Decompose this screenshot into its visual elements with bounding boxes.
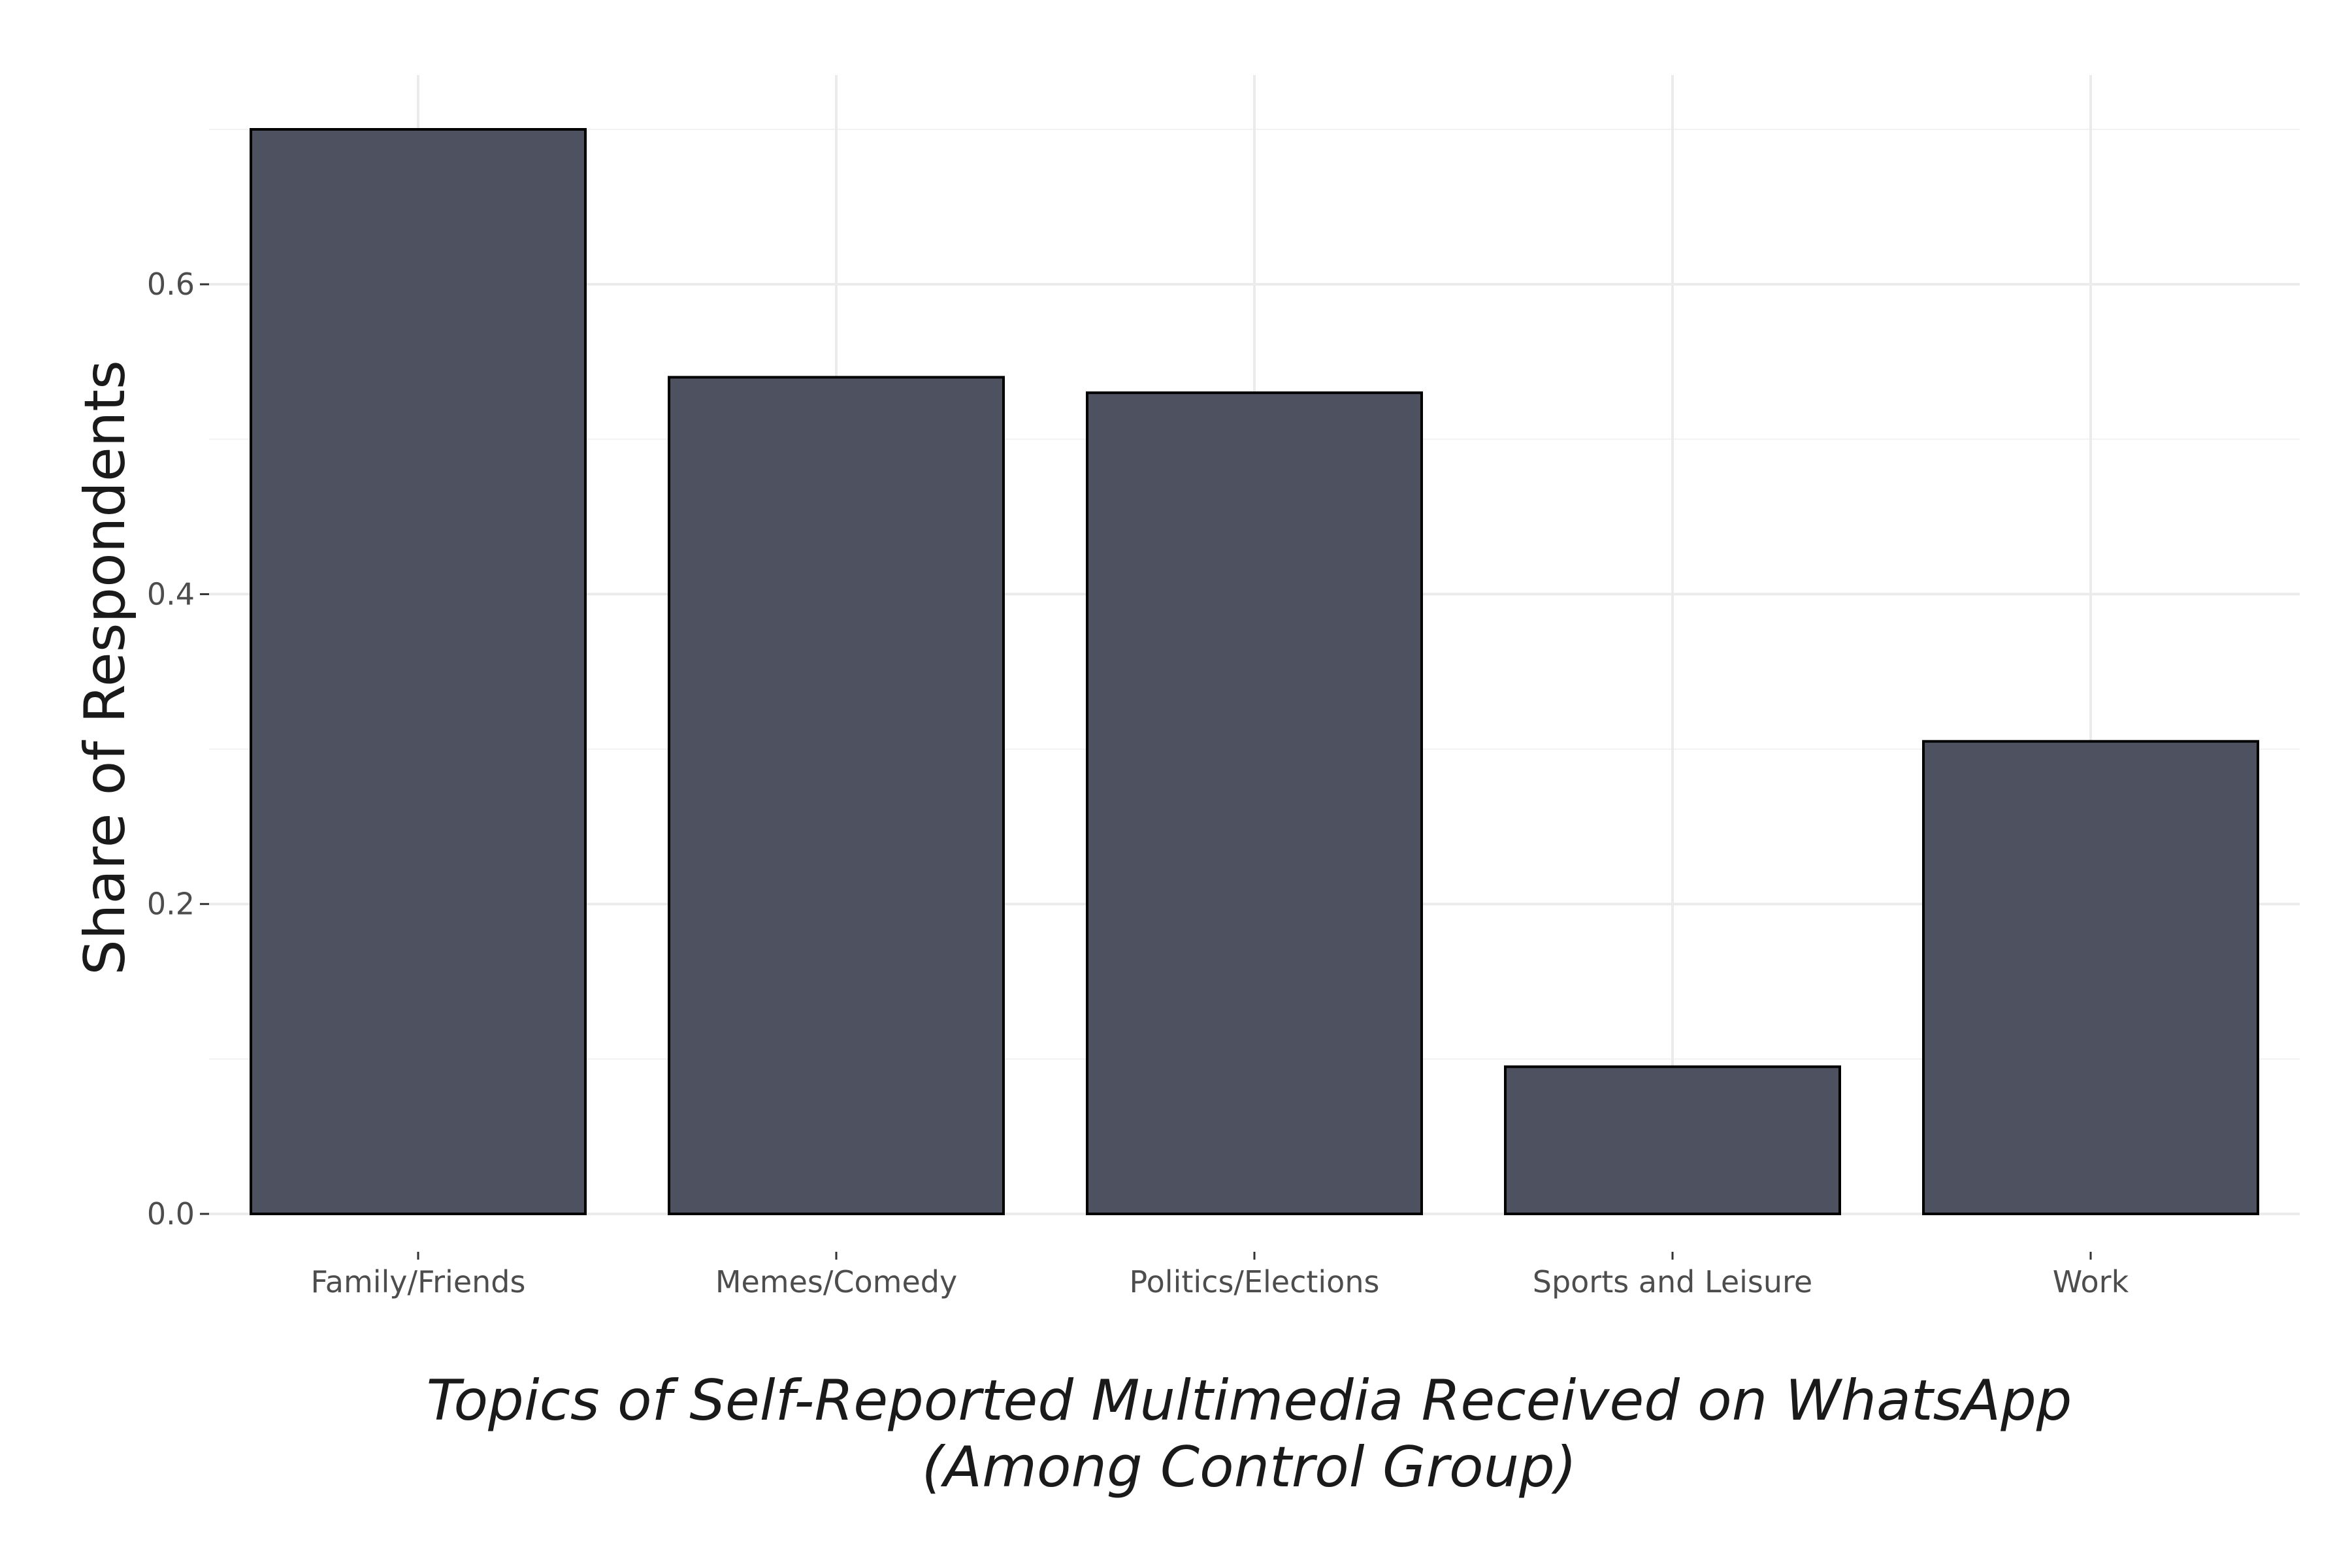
x-axis-title-line-1: Topics of Self-Reported Multimedia Recei…: [427, 1368, 2072, 1433]
x-axis-title-line-2: (Among Control Group): [922, 1435, 1577, 1500]
y-tick-label: 0.2: [147, 887, 195, 922]
bar-memes-comedy: [668, 376, 1005, 1215]
x-tick-label: Work: [2053, 1264, 2129, 1299]
bars: [250, 128, 2259, 1216]
y-tick-label: 0.0: [147, 1196, 195, 1232]
bar-politics-elections: [1086, 391, 1423, 1216]
x-tick-label: Sports and Leisure: [1533, 1264, 1812, 1299]
bar-work: [1922, 740, 2259, 1215]
x-axis: Family/Friends Memes/Comedy Politics/Elect…: [311, 1252, 2129, 1299]
bar-family-friends: [250, 128, 587, 1215]
x-tick-label: Family/Friends: [311, 1264, 526, 1299]
x-tick-label: Memes/Comedy: [715, 1264, 957, 1299]
x-tick-label: Politics/Elections: [1130, 1264, 1380, 1299]
y-axis: 0.0 0.2 0.4 0.6: [147, 267, 209, 1232]
y-tick-label: 0.6: [147, 267, 195, 302]
y-tick-label: 0.4: [147, 576, 195, 612]
bar-sports-and-leisure: [1504, 1065, 1841, 1215]
y-axis-title: Share of Respondents: [73, 360, 138, 975]
